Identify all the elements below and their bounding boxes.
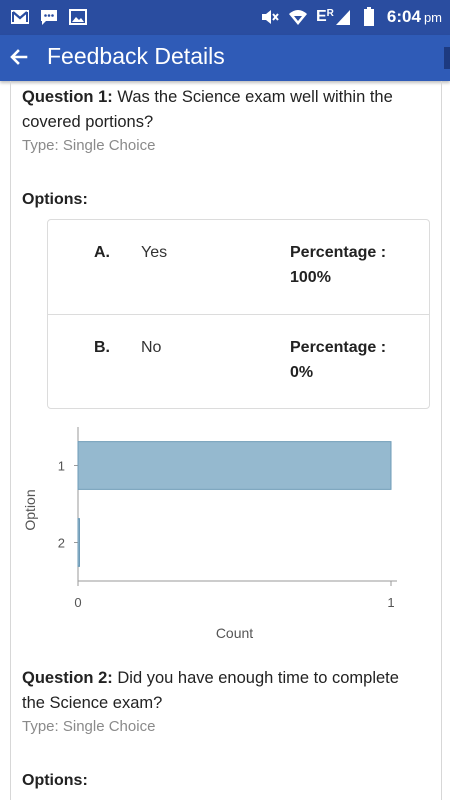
appbar-edge-tab [444, 47, 450, 69]
app-bar: Feedback Details [0, 35, 450, 81]
bar-option-2 [77, 518, 80, 567]
question-2-options-label: Options: [22, 772, 88, 789]
question-1-body: Was the Science exam well within the cov… [22, 88, 393, 131]
back-button[interactable] [6, 44, 32, 70]
question-1-options-card: A. Yes Percentage : 100% B. No Percentag… [47, 219, 430, 409]
network-label: E [316, 8, 327, 25]
question-1-text: Question 1: Was the Science exam well wi… [22, 85, 422, 135]
page-title: Feedback Details [47, 43, 225, 69]
y-tick-label: 1 [58, 459, 65, 474]
wifi-icon [288, 8, 308, 26]
x-tick-label: 0 [74, 595, 81, 610]
question-1-options-label: Options: [22, 191, 88, 208]
question-1-prefix: Question 1: [22, 88, 113, 106]
y-tick-label: 2 [58, 536, 65, 551]
image-icon [68, 8, 88, 26]
chart-labels: 1 2 0 1 Count Option [22, 459, 395, 642]
battery-icon [359, 7, 379, 26]
option-percentage: Percentage : 0% [290, 339, 387, 381]
question-1-bar-chart: 1 2 0 1 Count Option [22, 427, 397, 642]
question-2-prefix: Question 2: [22, 669, 113, 687]
clock-time: 6:04 [386, 7, 421, 26]
question-2-type: Type: Single Choice [22, 718, 156, 735]
question-2-body: Did you have enough time to complete the… [22, 669, 399, 712]
clock: 6:04 pm [387, 7, 442, 27]
feedback-content[interactable]: Question 1: Was the Science exam well wi… [10, 81, 442, 800]
option-text: No [141, 339, 162, 356]
question-1-type: Type: Single Choice [22, 137, 156, 154]
option-letter: B. [94, 339, 110, 356]
option-row: B. No Percentage : 0% [48, 314, 429, 409]
message-icon [39, 8, 59, 26]
bar-option-1 [77, 441, 392, 490]
arrow-back-icon [10, 49, 28, 65]
option-text: Yes [141, 244, 168, 261]
option-row: A. Yes Percentage : 100% [48, 220, 429, 314]
x-tick-label: 1 [387, 595, 394, 610]
chart-bars [77, 441, 392, 567]
y-axis-label: Option [22, 489, 38, 530]
gmail-icon [10, 8, 30, 26]
question-2-text: Question 2: Did you have enough time to … [22, 666, 422, 716]
network-sup: R [326, 8, 334, 19]
x-axis-label: Count [216, 625, 253, 641]
clock-ampm: pm [423, 10, 442, 25]
option-letter: A. [94, 244, 110, 261]
option-percentage: Percentage : 100% [290, 244, 387, 286]
mute-icon [260, 8, 280, 26]
